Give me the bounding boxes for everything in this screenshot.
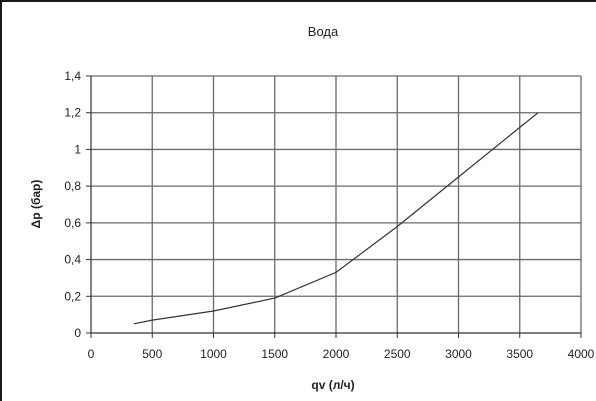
x-tick-labels: 0 500 1000 1500 2000 2500 3000 3500 4000 (88, 347, 595, 361)
y-tick-label: 1,2 (64, 106, 81, 120)
chart-title: Вода (308, 24, 339, 39)
y-tick-label: 1,4 (64, 69, 81, 83)
y-tick-label: 0,2 (64, 289, 81, 303)
x-tick-label: 3000 (445, 347, 472, 361)
x-tick-label: 0 (88, 347, 95, 361)
x-tick-label: 1500 (261, 347, 288, 361)
x-tick-label: 2000 (323, 347, 350, 361)
y-tick-label: 1 (74, 142, 81, 156)
x-tick-label: 2500 (384, 347, 411, 361)
x-axis-label: qv (л/ч) (311, 378, 354, 392)
x-tick-label: 3500 (506, 347, 533, 361)
y-tick-label: 0,4 (64, 253, 81, 267)
y-tick-label: 0 (74, 326, 81, 340)
chart-axes (86, 75, 582, 338)
series-line (133, 112, 539, 325)
x-tick-label: 4000 (568, 347, 595, 361)
chart-grid (91, 75, 582, 333)
y-axis-label: Δp (бар) (29, 180, 43, 229)
y-tick-labels: 0 0,2 0,4 0,6 0,8 1 1,2 1,4 (64, 69, 81, 340)
y-tick-label: 0,6 (64, 216, 81, 230)
x-tick-label: 1000 (200, 347, 227, 361)
frame-border-left (0, 0, 2, 401)
chart-series (133, 112, 539, 325)
x-tick-label: 500 (142, 347, 162, 361)
y-tick-label: 0,8 (64, 179, 81, 193)
frame-border-top (2, 0, 596, 2)
